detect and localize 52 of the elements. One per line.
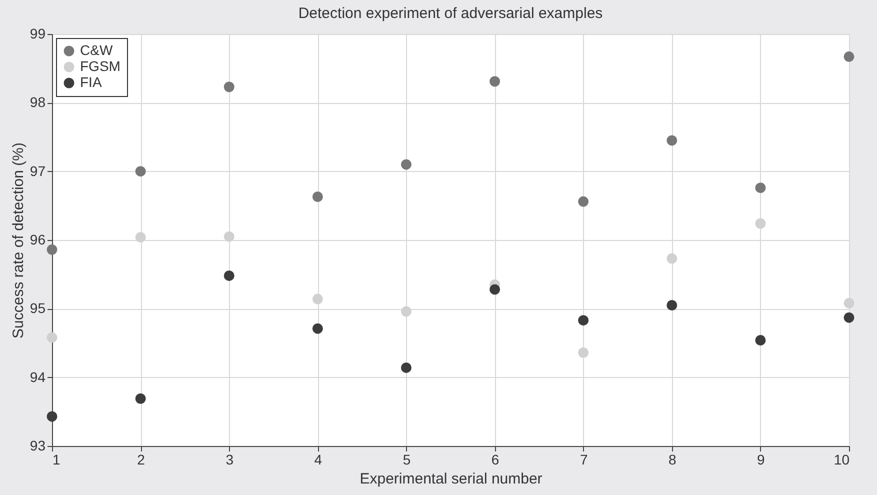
point <box>490 76 500 87</box>
point <box>135 166 146 177</box>
x-tick-label: 8 <box>668 452 676 468</box>
point <box>224 82 234 92</box>
point <box>844 298 854 308</box>
point <box>578 196 589 207</box>
point <box>844 51 854 62</box>
x-tick-label: 4 <box>314 452 322 468</box>
point <box>400 159 412 170</box>
x-tick-label: 5 <box>402 452 411 468</box>
point <box>578 347 589 358</box>
point <box>312 323 323 334</box>
y-tick-label: 97 <box>30 162 46 179</box>
x-tick-label: 6 <box>491 452 500 468</box>
x-tick-label: 3 <box>226 452 234 468</box>
point <box>224 270 234 281</box>
legend-label: C&W <box>80 42 114 58</box>
point <box>46 244 58 255</box>
point <box>224 231 234 242</box>
point <box>400 306 412 317</box>
point <box>578 315 589 326</box>
chart-title: Detection experiment of adversarial examples <box>298 5 603 22</box>
point <box>46 411 58 422</box>
x-tick-label: 9 <box>757 452 766 468</box>
point <box>755 335 766 346</box>
x-tick-label: 7 <box>580 452 588 468</box>
x-tick-label: 2 <box>137 452 146 468</box>
x-tick-label: 10 <box>834 452 850 468</box>
point <box>755 182 766 194</box>
y-tick-label: 95 <box>30 300 46 316</box>
point <box>844 312 854 323</box>
y-axis-title: Success rate of detection (%) <box>10 142 27 338</box>
point <box>755 218 766 229</box>
y-tick-label: 96 <box>30 232 46 248</box>
y-tick-label: 93 <box>30 438 46 454</box>
point <box>666 300 678 310</box>
point <box>46 332 58 343</box>
point <box>400 362 412 373</box>
point <box>666 135 678 146</box>
point <box>135 393 146 404</box>
legend-label: FIA <box>80 74 102 90</box>
point <box>312 192 323 202</box>
x-tick-label: 1 <box>52 452 60 468</box>
point <box>135 232 146 242</box>
y-tick-label: 94 <box>30 368 46 385</box>
point <box>666 253 678 264</box>
x-axis-title: Experimental serial number <box>360 470 542 488</box>
y-tick-label: 99 <box>30 26 46 42</box>
point <box>312 294 323 304</box>
y-tick-label: 98 <box>30 94 46 110</box>
point <box>490 284 500 295</box>
legend-label: FGSM <box>80 58 120 74</box>
